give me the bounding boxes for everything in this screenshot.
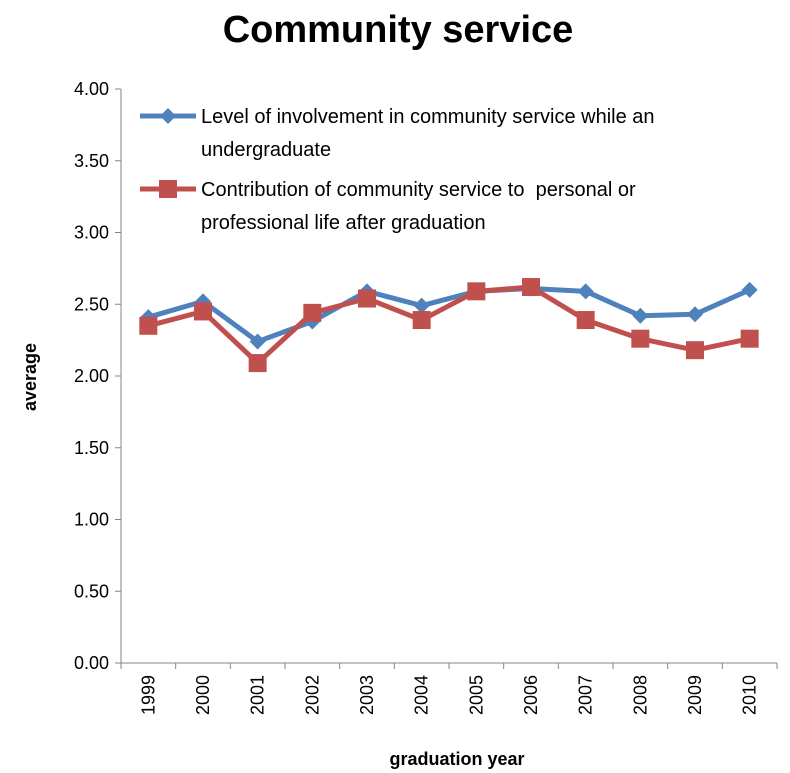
- x-tick-label: 2004: [412, 675, 432, 715]
- y-tick-label: 0.00: [74, 653, 109, 673]
- data-point: [577, 283, 594, 300]
- x-tick-label: 2010: [740, 675, 760, 715]
- data-point: [139, 316, 158, 335]
- chart-title: Community service: [223, 9, 574, 51]
- x-tick-label: 2005: [466, 675, 486, 715]
- y-tick-label: 2.00: [74, 366, 109, 386]
- data-point: [303, 303, 322, 322]
- legend-label: professional life after graduation: [201, 212, 486, 234]
- legend-item-2: Contribution of community service to per…: [140, 179, 636, 234]
- series-layer: [139, 278, 759, 373]
- data-point: [632, 307, 649, 324]
- x-axis-label: graduation year: [389, 749, 524, 769]
- x-tick-label: 2002: [302, 675, 322, 715]
- y-tick-label: 4.00: [74, 79, 109, 99]
- y-tick-labels: 0.00 0.50 1.00 1.50 2.00 2.50 3.00 3.50 4.00: [74, 79, 109, 673]
- y-tick-label: 1.50: [74, 438, 109, 458]
- y-tick-label: 0.50: [74, 581, 109, 601]
- data-point: [194, 302, 212, 321]
- series-line: [147, 285, 751, 345]
- legend-label: undergraduate: [201, 139, 331, 161]
- data-point: [687, 306, 703, 323]
- data-point: [741, 281, 758, 298]
- data-point: [248, 354, 267, 373]
- x-tick-label: 2007: [576, 675, 596, 715]
- data-point: [249, 333, 266, 350]
- axes: [115, 88, 778, 669]
- series-2: [139, 278, 759, 373]
- data-point: [686, 341, 704, 360]
- y-tick-label: 3.50: [74, 151, 109, 171]
- x-tick-label: 2000: [193, 675, 213, 715]
- legend-marker: [160, 108, 176, 124]
- data-point: [412, 311, 431, 330]
- x-tick-label: 2009: [685, 675, 705, 715]
- data-point: [576, 311, 595, 330]
- y-tick-label: 1.00: [74, 510, 109, 530]
- y-axis-label: average: [20, 343, 40, 411]
- y-tick-label: 2.50: [74, 294, 109, 314]
- data-point: [467, 282, 486, 301]
- x-tick-label: 2003: [357, 675, 377, 715]
- data-point: [740, 329, 759, 348]
- x-tick-label: 2001: [248, 675, 268, 715]
- legend: Level of involvement in community servic…: [140, 106, 655, 234]
- x-tick-labels: 1999 2000 2001 2002 2003 2004 2005 2006 2007 2008…: [138, 675, 759, 715]
- legend-label: Level of involvement in community servic…: [201, 106, 655, 128]
- x-tick-label: 2008: [630, 675, 650, 715]
- y-tick-label: 3.00: [74, 223, 109, 243]
- data-point: [413, 297, 430, 314]
- legend-item-1: Level of involvement in community servic…: [140, 106, 655, 161]
- series-line: [147, 284, 751, 366]
- legend-label: Contribution of community service to per…: [201, 179, 636, 201]
- data-point: [358, 289, 376, 308]
- x-tick-label: 2006: [521, 675, 541, 715]
- legend-marker: [159, 180, 177, 198]
- x-tick-label: 1999: [138, 675, 158, 715]
- data-point: [631, 329, 650, 348]
- data-point: [522, 278, 540, 297]
